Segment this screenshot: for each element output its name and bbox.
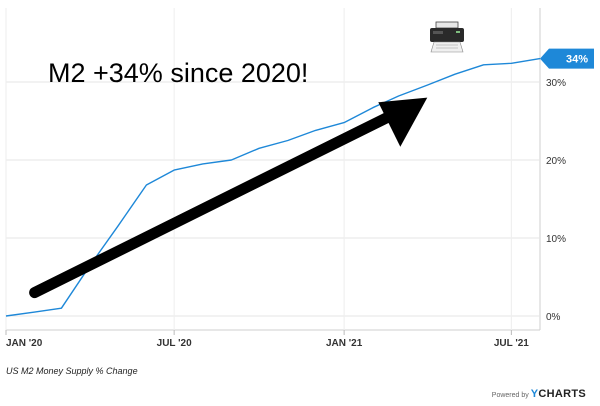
data-point	[174, 170, 175, 171]
data-point	[287, 140, 288, 141]
arrow-head	[378, 97, 428, 147]
annotation-arrow	[29, 97, 428, 299]
chart-caption: US M2 Money Supply % Change	[6, 366, 138, 376]
x-axis-ticks: JAN '20 JUL '20 JAN '21 JUL '21	[5, 330, 529, 349]
x-tick-label: JAN '20	[6, 338, 43, 349]
data-point	[61, 308, 62, 309]
y-tick-label: 0%	[546, 312, 561, 323]
data-point	[146, 184, 147, 185]
x-tick-label: JAN '21	[326, 338, 363, 349]
last-value-badge: 34%	[540, 48, 594, 69]
data-point	[454, 74, 455, 75]
data-point	[259, 148, 260, 149]
x-tick-label: JUL '21	[494, 338, 529, 349]
x-grid-lines	[5, 8, 512, 330]
annotation-title: M2 +34% since 2020!	[48, 58, 308, 88]
arrow-shaft	[29, 112, 392, 299]
data-point	[5, 315, 6, 316]
plot-frame	[6, 8, 541, 331]
last-value-badge-shape	[540, 48, 594, 69]
data-point	[483, 64, 484, 65]
branding-logo: YCHARTS	[531, 388, 586, 400]
data-point	[34, 312, 35, 313]
printer-icon	[430, 21, 464, 53]
data-point	[117, 226, 118, 227]
grid-lines	[6, 81, 540, 317]
y-tick-label: 30%	[546, 78, 566, 89]
data-point	[398, 95, 399, 96]
x-tick-label: JUL '20	[157, 338, 192, 349]
powered-by-text: Powered by	[491, 392, 529, 399]
data-point	[202, 163, 203, 164]
data-point	[344, 122, 345, 123]
y-tick-label: 10%	[546, 234, 566, 245]
branding: Powered by YCHARTS	[492, 388, 586, 400]
data-point	[372, 107, 373, 108]
branding-logo-accent: Y	[530, 388, 539, 400]
last-value-label: 34%	[566, 54, 588, 66]
series-layer	[5, 57, 541, 317]
data-point	[315, 130, 316, 131]
series-line	[5, 57, 541, 317]
data-point	[511, 63, 512, 64]
data-point	[231, 159, 232, 160]
data-point	[427, 85, 428, 86]
branding-logo-rest: CHARTS	[538, 388, 586, 400]
y-tick-label: 20%	[546, 156, 566, 167]
y-axis-ticks: 0% 10% 20% 30%	[546, 78, 566, 323]
